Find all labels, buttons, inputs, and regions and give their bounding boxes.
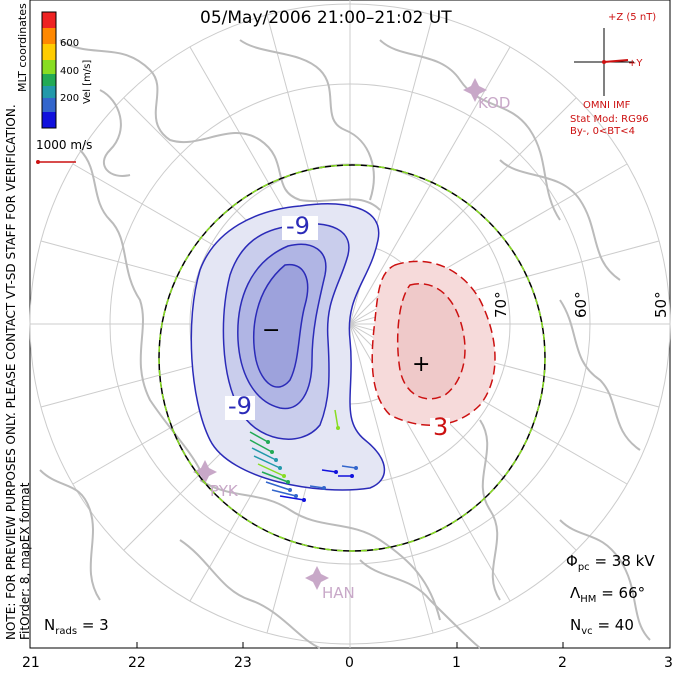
stat-nvc: Nvc = 40 bbox=[570, 616, 634, 637]
stat-nrads-symbol: N bbox=[44, 616, 56, 634]
station-markers bbox=[193, 78, 487, 590]
mlt-tick-3: 3 bbox=[664, 655, 673, 671]
station-label-han: HAN bbox=[322, 584, 355, 602]
stat-lambda-symbol: Λ bbox=[570, 584, 581, 602]
colorbar-tick-600: 600 bbox=[60, 38, 80, 49]
imf-z-label: +Z (5 nT) bbox=[608, 12, 657, 23]
vector-scale-bar bbox=[36, 160, 76, 164]
stat-nrads-sub: rads bbox=[55, 626, 78, 637]
stat-lambda-sub: HM bbox=[580, 594, 597, 605]
preview-note: NOTE: FOR PREVIEW PURPOSES ONLY. PLEASE … bbox=[4, 104, 18, 640]
positive-cell bbox=[371, 260, 496, 442]
mlt-tick-0: 0 bbox=[345, 655, 354, 671]
coords-label: MLT coordinates bbox=[16, 3, 29, 92]
negative-cell bbox=[190, 203, 386, 491]
vector-scale-label: 1000 m/s bbox=[36, 138, 93, 152]
stat-phi-sub: pc bbox=[577, 562, 590, 573]
mlt-tick-23: 23 bbox=[234, 655, 252, 671]
contour-label-neg-bottom: -9 bbox=[228, 392, 252, 420]
potential-min-marker: − bbox=[262, 318, 281, 343]
lat-label-70: 70° bbox=[492, 291, 510, 318]
lat-label-50: 50° bbox=[652, 291, 670, 318]
mlt-tick-2: 2 bbox=[558, 655, 567, 671]
fit-order-note: FitOrder: 8, mapEX format bbox=[18, 482, 32, 640]
imf-condition: By-, 0<BT<4 bbox=[570, 126, 636, 137]
coastlines bbox=[39, 39, 651, 649]
lat-label-60: 60° bbox=[572, 291, 590, 318]
mlt-tick-1: 1 bbox=[452, 655, 461, 671]
mlt-tick-21: 21 bbox=[22, 655, 40, 671]
contour-label-neg-top: -9 bbox=[286, 212, 310, 240]
contour-label-pos: 3 bbox=[433, 413, 449, 441]
velocity-colorbar bbox=[41, 11, 57, 129]
potential-max-marker: + bbox=[412, 352, 431, 377]
velocity-vectors bbox=[249, 409, 357, 501]
colorbar-tick-400: 400 bbox=[60, 66, 80, 77]
stat-nvc-sub: vc bbox=[581, 626, 593, 637]
stat-phi-symbol: Φ bbox=[566, 552, 578, 570]
map-title: 05/May/2006 21:00–21:02 UT bbox=[200, 8, 452, 28]
vector-origins bbox=[266, 426, 358, 502]
stat-phi-value: = 38 kV bbox=[594, 552, 655, 570]
colorbar-label: Vel [m/s] bbox=[82, 59, 93, 104]
imf-y-label: +Y bbox=[628, 58, 643, 69]
stat-lambda-hm: ΛHM = 66° bbox=[570, 584, 645, 605]
station-label-pyk: PYK bbox=[210, 482, 238, 500]
stat-nvc-symbol: N bbox=[570, 616, 582, 634]
stat-nrads-value: = 3 bbox=[81, 616, 109, 634]
imf-model-title: OMNI IMF bbox=[583, 100, 631, 111]
hm-boundary-dash bbox=[158, 164, 546, 552]
stat-lambda-value: = 66° bbox=[601, 584, 646, 602]
stat-phi-pc: Φpc = 38 kV bbox=[566, 552, 655, 573]
imf-stat-model: Stat Mod: RG96 bbox=[570, 114, 649, 125]
stat-nrads: Nrads = 3 bbox=[44, 616, 109, 637]
station-label-kod: KOD bbox=[478, 94, 511, 112]
mlt-tick-22: 22 bbox=[128, 655, 146, 671]
imf-dial bbox=[574, 28, 634, 96]
colorbar-tick-200: 200 bbox=[60, 93, 80, 104]
stat-nvc-value: = 40 bbox=[597, 616, 634, 634]
